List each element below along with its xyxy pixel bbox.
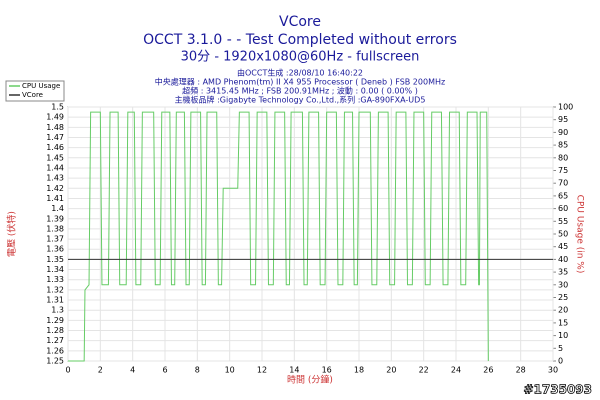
y2-tick-label: 40	[558, 255, 568, 264]
y-tick-label: 1.48	[46, 123, 64, 132]
y2-tick-label: 95	[558, 115, 568, 124]
x-tick-label: 10	[225, 366, 235, 375]
y-tick-label: 1.31	[46, 296, 64, 305]
plot-area	[67, 106, 554, 362]
y-tick-label: 1.36	[46, 245, 64, 254]
y2-tick-label: 80	[558, 153, 568, 162]
series-line	[68, 111, 489, 362]
y2-tick-label: 55	[558, 217, 568, 226]
y2-tick-label: 50	[558, 230, 568, 239]
x-tick-label: 14	[289, 366, 299, 375]
y-tick-label: 1.3	[51, 306, 64, 315]
x-tick-label: 30	[548, 366, 558, 375]
y-tick-label: 1.37	[46, 235, 64, 244]
y-tick-label: 1.35	[46, 255, 64, 264]
y-tick-label: 1.34	[46, 265, 64, 274]
info-line: 由OCCT生成 :28/08/10 16:40:22	[237, 68, 363, 78]
y2-tick-label: 65	[558, 191, 568, 200]
y-tick-label: 1.46	[46, 143, 64, 152]
y-tick-label: 1.44	[46, 163, 64, 172]
y2-tick-label: 60	[558, 204, 568, 213]
y2-tick-label: 90	[558, 128, 568, 137]
info-line: 中央處理器 : AMD Phenom(tm) II X4 955 Process…	[155, 77, 445, 87]
watermark: #1735093	[523, 383, 592, 397]
info-line: 主機板品牌 :Gigabyte Technology Co.,Ltd.,系列 :…	[175, 95, 426, 105]
y-tick-label: 1.45	[46, 153, 64, 162]
chart-subtitle: OCCT 3.1.0 - - Test Completed without er…	[143, 32, 457, 48]
y-tick-label: 1.47	[46, 133, 64, 142]
x-tick-label: 24	[451, 366, 461, 375]
y2-tick-label: 5	[558, 344, 563, 353]
x-tick-label: 4	[130, 366, 135, 375]
info-line: 超頻 : 3415.45 MHz ; FSB 200.91MHz ; 波動 : …	[182, 86, 418, 96]
legend-label: VCore	[22, 91, 43, 99]
y2-tick-label: 100	[558, 103, 573, 112]
x-tick-label: 20	[386, 366, 396, 375]
x-tick-label: 2	[98, 366, 103, 375]
y-tick-label: 1.29	[46, 316, 64, 325]
y-tick-label: 1.28	[46, 326, 64, 335]
x-tick-label: 22	[419, 366, 429, 375]
y-tick-label: 1.5	[51, 103, 64, 112]
y-tick-label: 1.49	[46, 113, 64, 122]
y2-tick-label: 75	[558, 166, 568, 175]
y-tick-label: 1.26	[46, 346, 64, 355]
y2-tick-label: 35	[558, 268, 568, 277]
y2-tick-label: 15	[558, 318, 568, 327]
x-tick-label: 6	[162, 366, 167, 375]
legend-label: CPU Usage	[22, 82, 60, 90]
y2-tick-label: 85	[558, 141, 568, 150]
chart-subtitle: 30分 - 1920x1080@60Hz - fullscreen	[181, 50, 420, 65]
y2-axis-label: CPU Usage (in %)	[575, 195, 585, 274]
y2-tick-label: 0	[558, 357, 563, 366]
y-tick-label: 1.38	[46, 224, 64, 233]
y-tick-label: 1.25	[46, 357, 64, 366]
x-tick-label: 16	[322, 366, 332, 375]
y2-tick-label: 25	[558, 293, 568, 302]
y-tick-label: 1.43	[46, 174, 64, 183]
legend-box	[5, 80, 65, 102]
y-tick-label: 1.41	[46, 194, 64, 203]
y-tick-label: 1.32	[46, 285, 64, 294]
y2-tick-label: 45	[558, 242, 568, 251]
y-tick-label: 1.27	[46, 336, 64, 345]
x-axis-label: 時間 (分鐘)	[287, 374, 333, 386]
x-tick-label: 0	[65, 366, 70, 375]
chart-title: VCore	[279, 14, 321, 30]
x-tick-label: 28	[516, 366, 526, 375]
y2-tick-label: 10	[558, 331, 568, 340]
y2-tick-label: 70	[558, 179, 568, 188]
y-tick-label: 1.33	[46, 275, 64, 284]
y2-tick-label: 20	[558, 306, 568, 315]
x-tick-label: 8	[195, 366, 200, 375]
x-tick-label: 18	[354, 366, 364, 375]
y-tick-label: 1.39	[46, 214, 64, 223]
y-axis-label: 電壓 (伏特)	[6, 211, 18, 257]
x-tick-label: 26	[483, 366, 493, 375]
x-tick-label: 12	[257, 366, 267, 375]
y-tick-label: 1.42	[46, 184, 64, 193]
y2-tick-label: 30	[558, 280, 568, 289]
y-tick-label: 1.4	[51, 204, 64, 213]
